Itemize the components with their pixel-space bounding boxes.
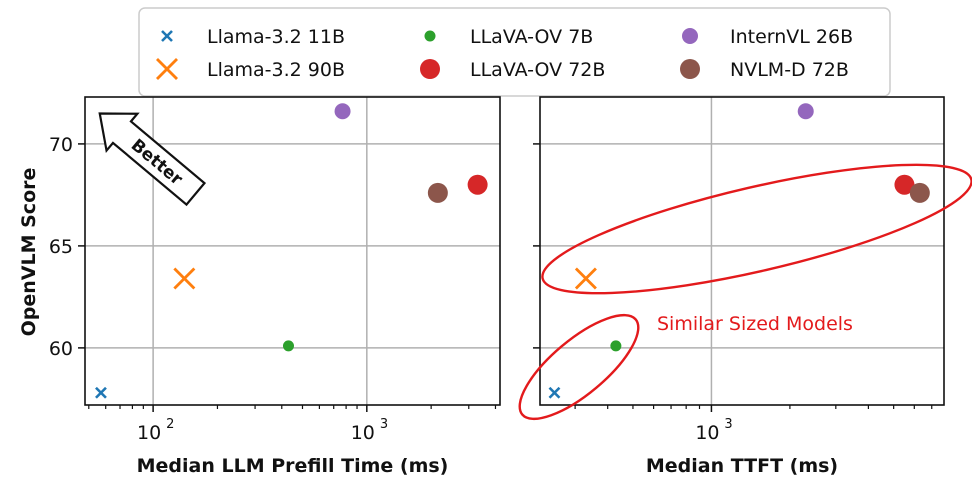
legend-marker-2 bbox=[682, 28, 698, 44]
x-axis-label-1: Median TTFT (ms) bbox=[646, 455, 838, 477]
point-1-4 bbox=[894, 174, 915, 195]
legend-label-2: InternVL 26B bbox=[730, 26, 853, 48]
x-axis-label-0: Median LLM Prefill Time (ms) bbox=[137, 455, 449, 477]
legend-label-0: Llama-3.2 11B bbox=[207, 26, 345, 48]
legend-label-3: Llama-3.2 90B bbox=[207, 59, 345, 81]
better-arrow: Better bbox=[98, 112, 207, 207]
ytick-label-2: 70 bbox=[49, 134, 73, 156]
ellipse-small-models bbox=[518, 313, 640, 421]
y-axis-label: OpenVLM Score bbox=[18, 168, 40, 337]
point-1-1 bbox=[574, 267, 597, 290]
legend-label-5: NVLM-D 72B bbox=[730, 59, 849, 81]
point-1-0 bbox=[548, 386, 561, 399]
similar-models-annotation: Similar Sized Models bbox=[518, 163, 972, 421]
legend-label-4: LLaVA-OV 72B bbox=[470, 59, 605, 81]
plot-frame-0 bbox=[84, 96, 501, 406]
left-panel: 10 2 10 3 60 65 70 Median LLM Prefill Time (ms) bbox=[49, 96, 501, 477]
legend: Llama-3.2 11B LLaVA-OV 7B InternVL 26B Llam… bbox=[138, 7, 891, 97]
xtick-label-0-1: 10 bbox=[351, 422, 375, 444]
point-0-4 bbox=[427, 182, 448, 203]
point-0-5 bbox=[467, 174, 488, 195]
ytick-label-0: 60 bbox=[49, 338, 73, 360]
xtick-exp-1-0: 3 bbox=[724, 417, 732, 432]
legend-marker-1 bbox=[424, 30, 436, 42]
ytick-label-1: 65 bbox=[49, 236, 73, 258]
point-0-0 bbox=[95, 386, 107, 399]
similar-models-label: Similar Sized Models bbox=[657, 313, 853, 335]
better-arrow-shape bbox=[98, 112, 207, 207]
right-panel: 10 3 Median TTFT (ms) bbox=[533, 96, 945, 477]
point-1-3 bbox=[797, 103, 814, 120]
point-0-2 bbox=[282, 340, 294, 352]
ellipse-large-models bbox=[541, 163, 972, 295]
legend-label-1: LLaVA-OV 7B bbox=[470, 26, 593, 48]
xtick-label-0-0: 10 bbox=[137, 422, 161, 444]
xtick-label-1-0: 10 bbox=[695, 422, 719, 444]
point-0-1 bbox=[173, 267, 196, 290]
plot-frame-1 bbox=[539, 96, 945, 406]
legend-marker-0 bbox=[161, 30, 173, 42]
xtick-exp-0-1: 3 bbox=[380, 417, 388, 432]
legend-marker-3 bbox=[156, 58, 178, 80]
legend-marker-5 bbox=[680, 59, 700, 79]
legend-marker-4 bbox=[420, 59, 440, 79]
point-1-2 bbox=[610, 340, 622, 352]
xtick-exp-0-0: 2 bbox=[166, 417, 174, 432]
point-0-3 bbox=[334, 103, 351, 120]
point-1-5 bbox=[909, 182, 930, 203]
